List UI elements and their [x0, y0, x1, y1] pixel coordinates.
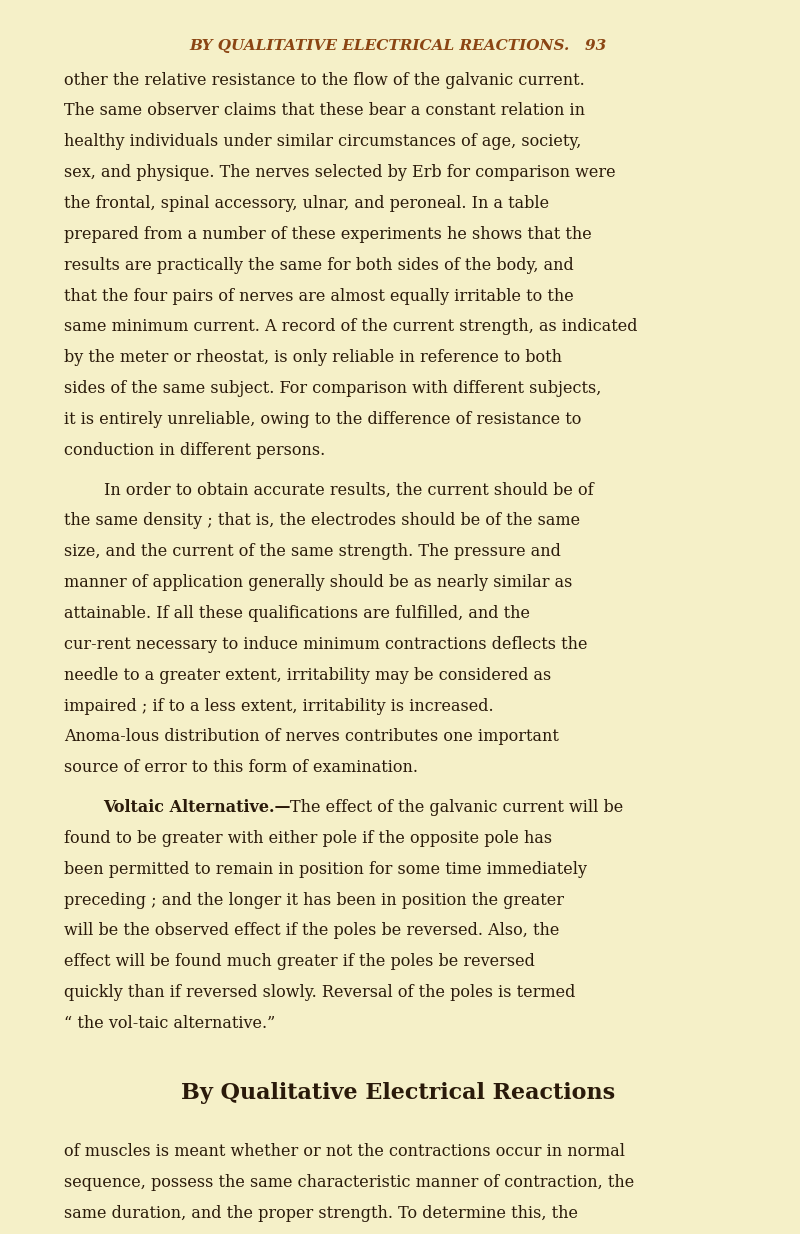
Text: preceding ; and the longer it has been in position the greater: preceding ; and the longer it has been i…: [64, 891, 564, 908]
Text: In order to obtain accurate results, the current should be of: In order to obtain accurate results, the…: [103, 481, 594, 499]
Text: results are practically the same for both sides of the body, and: results are practically the same for bot…: [64, 257, 574, 274]
Text: been permitted to remain in position for some time immediately: been permitted to remain in position for…: [64, 860, 586, 877]
Text: Anoma­lous distribution of nerves contributes one important: Anoma­lous distribution of nerves contri…: [64, 728, 558, 745]
Text: sequence, possess the same characteristic manner of contraction, the: sequence, possess the same characteristi…: [64, 1174, 634, 1191]
Text: by the meter or rheostat, is only reliable in reference to both: by the meter or rheostat, is only reliab…: [64, 349, 562, 366]
Text: size, and the current of the same strength. The pressure and: size, and the current of the same streng…: [64, 543, 561, 560]
Text: same duration, and the proper strength. To determine this, the: same duration, and the proper strength. …: [64, 1204, 578, 1222]
Text: effect will be found much greater if the poles be reversed: effect will be found much greater if the…: [64, 953, 534, 970]
Text: same minimum current. A record of the current strength, as indicated: same minimum current. A record of the cu…: [64, 318, 638, 336]
Text: conduction in different persons.: conduction in different persons.: [64, 442, 325, 459]
Text: By Qualitative Electrical Reactions: By Qualitative Electrical Reactions: [182, 1082, 615, 1104]
Text: BY QUALITATIVE ELECTRICAL REACTIONS.   93: BY QUALITATIVE ELECTRICAL REACTIONS. 93: [190, 38, 607, 53]
Text: prepared from a number of these experiments he shows that the: prepared from a number of these experime…: [64, 226, 591, 243]
Text: Voltaic Alternative.—: Voltaic Alternative.—: [103, 798, 291, 816]
Text: needle to a greater extent, irritability may be considered as: needle to a greater extent, irritability…: [64, 666, 551, 684]
Text: cur­rent necessary to induce minimum contractions deflects the: cur­rent necessary to induce minimum con…: [64, 636, 587, 653]
Text: will be the observed effect if the poles be reversed. Also, the: will be the observed effect if the poles…: [64, 922, 559, 939]
Text: of muscles is meant whether or not the contractions occur in normal: of muscles is meant whether or not the c…: [64, 1143, 625, 1160]
Text: impaired ; if to a less extent, irritability is increased.: impaired ; if to a less extent, irritabi…: [64, 697, 494, 714]
Text: it is entirely unreliable, owing to the difference of resistance to: it is entirely unreliable, owing to the …: [64, 411, 581, 428]
Text: sides of the same subject. For comparison with different subjects,: sides of the same subject. For compariso…: [64, 380, 601, 397]
Text: sex, and physique. The nerves selected by Erb for comparison were: sex, and physique. The nerves selected b…: [64, 164, 615, 181]
Text: attainable. If all these qualifications are fulfilled, and the: attainable. If all these qualifications …: [64, 605, 530, 622]
Text: manner of application generally should be as nearly similar as: manner of application generally should b…: [64, 574, 572, 591]
Text: that the four pairs of nerves are almost equally irritable to the: that the four pairs of nerves are almost…: [64, 288, 574, 305]
Text: the same density ; that is, the electrodes should be of the same: the same density ; that is, the electrod…: [64, 512, 580, 529]
Text: the frontal, spinal accessory, ulnar, and peroneal. In a table: the frontal, spinal accessory, ulnar, an…: [64, 195, 549, 212]
Text: “ the vol­taic alternative.”: “ the vol­taic alternative.”: [64, 1016, 275, 1032]
Text: quickly than if reversed slowly. Reversal of the poles is termed: quickly than if reversed slowly. Reversa…: [64, 983, 575, 1001]
Text: source of error to this form of examination.: source of error to this form of examinat…: [64, 759, 418, 776]
Text: found to be greater with either pole if the opposite pole has: found to be greater with either pole if …: [64, 829, 552, 847]
Text: The same observer claims that these bear a constant relation in: The same observer claims that these bear…: [64, 102, 585, 120]
Text: other the relative resistance to the flow of the galvanic current.: other the relative resistance to the flo…: [64, 72, 585, 89]
Text: healthy individuals under similar circumstances of age, society,: healthy individuals under similar circum…: [64, 133, 581, 151]
Text: The effect of the galvanic current will be: The effect of the galvanic current will …: [290, 798, 624, 816]
